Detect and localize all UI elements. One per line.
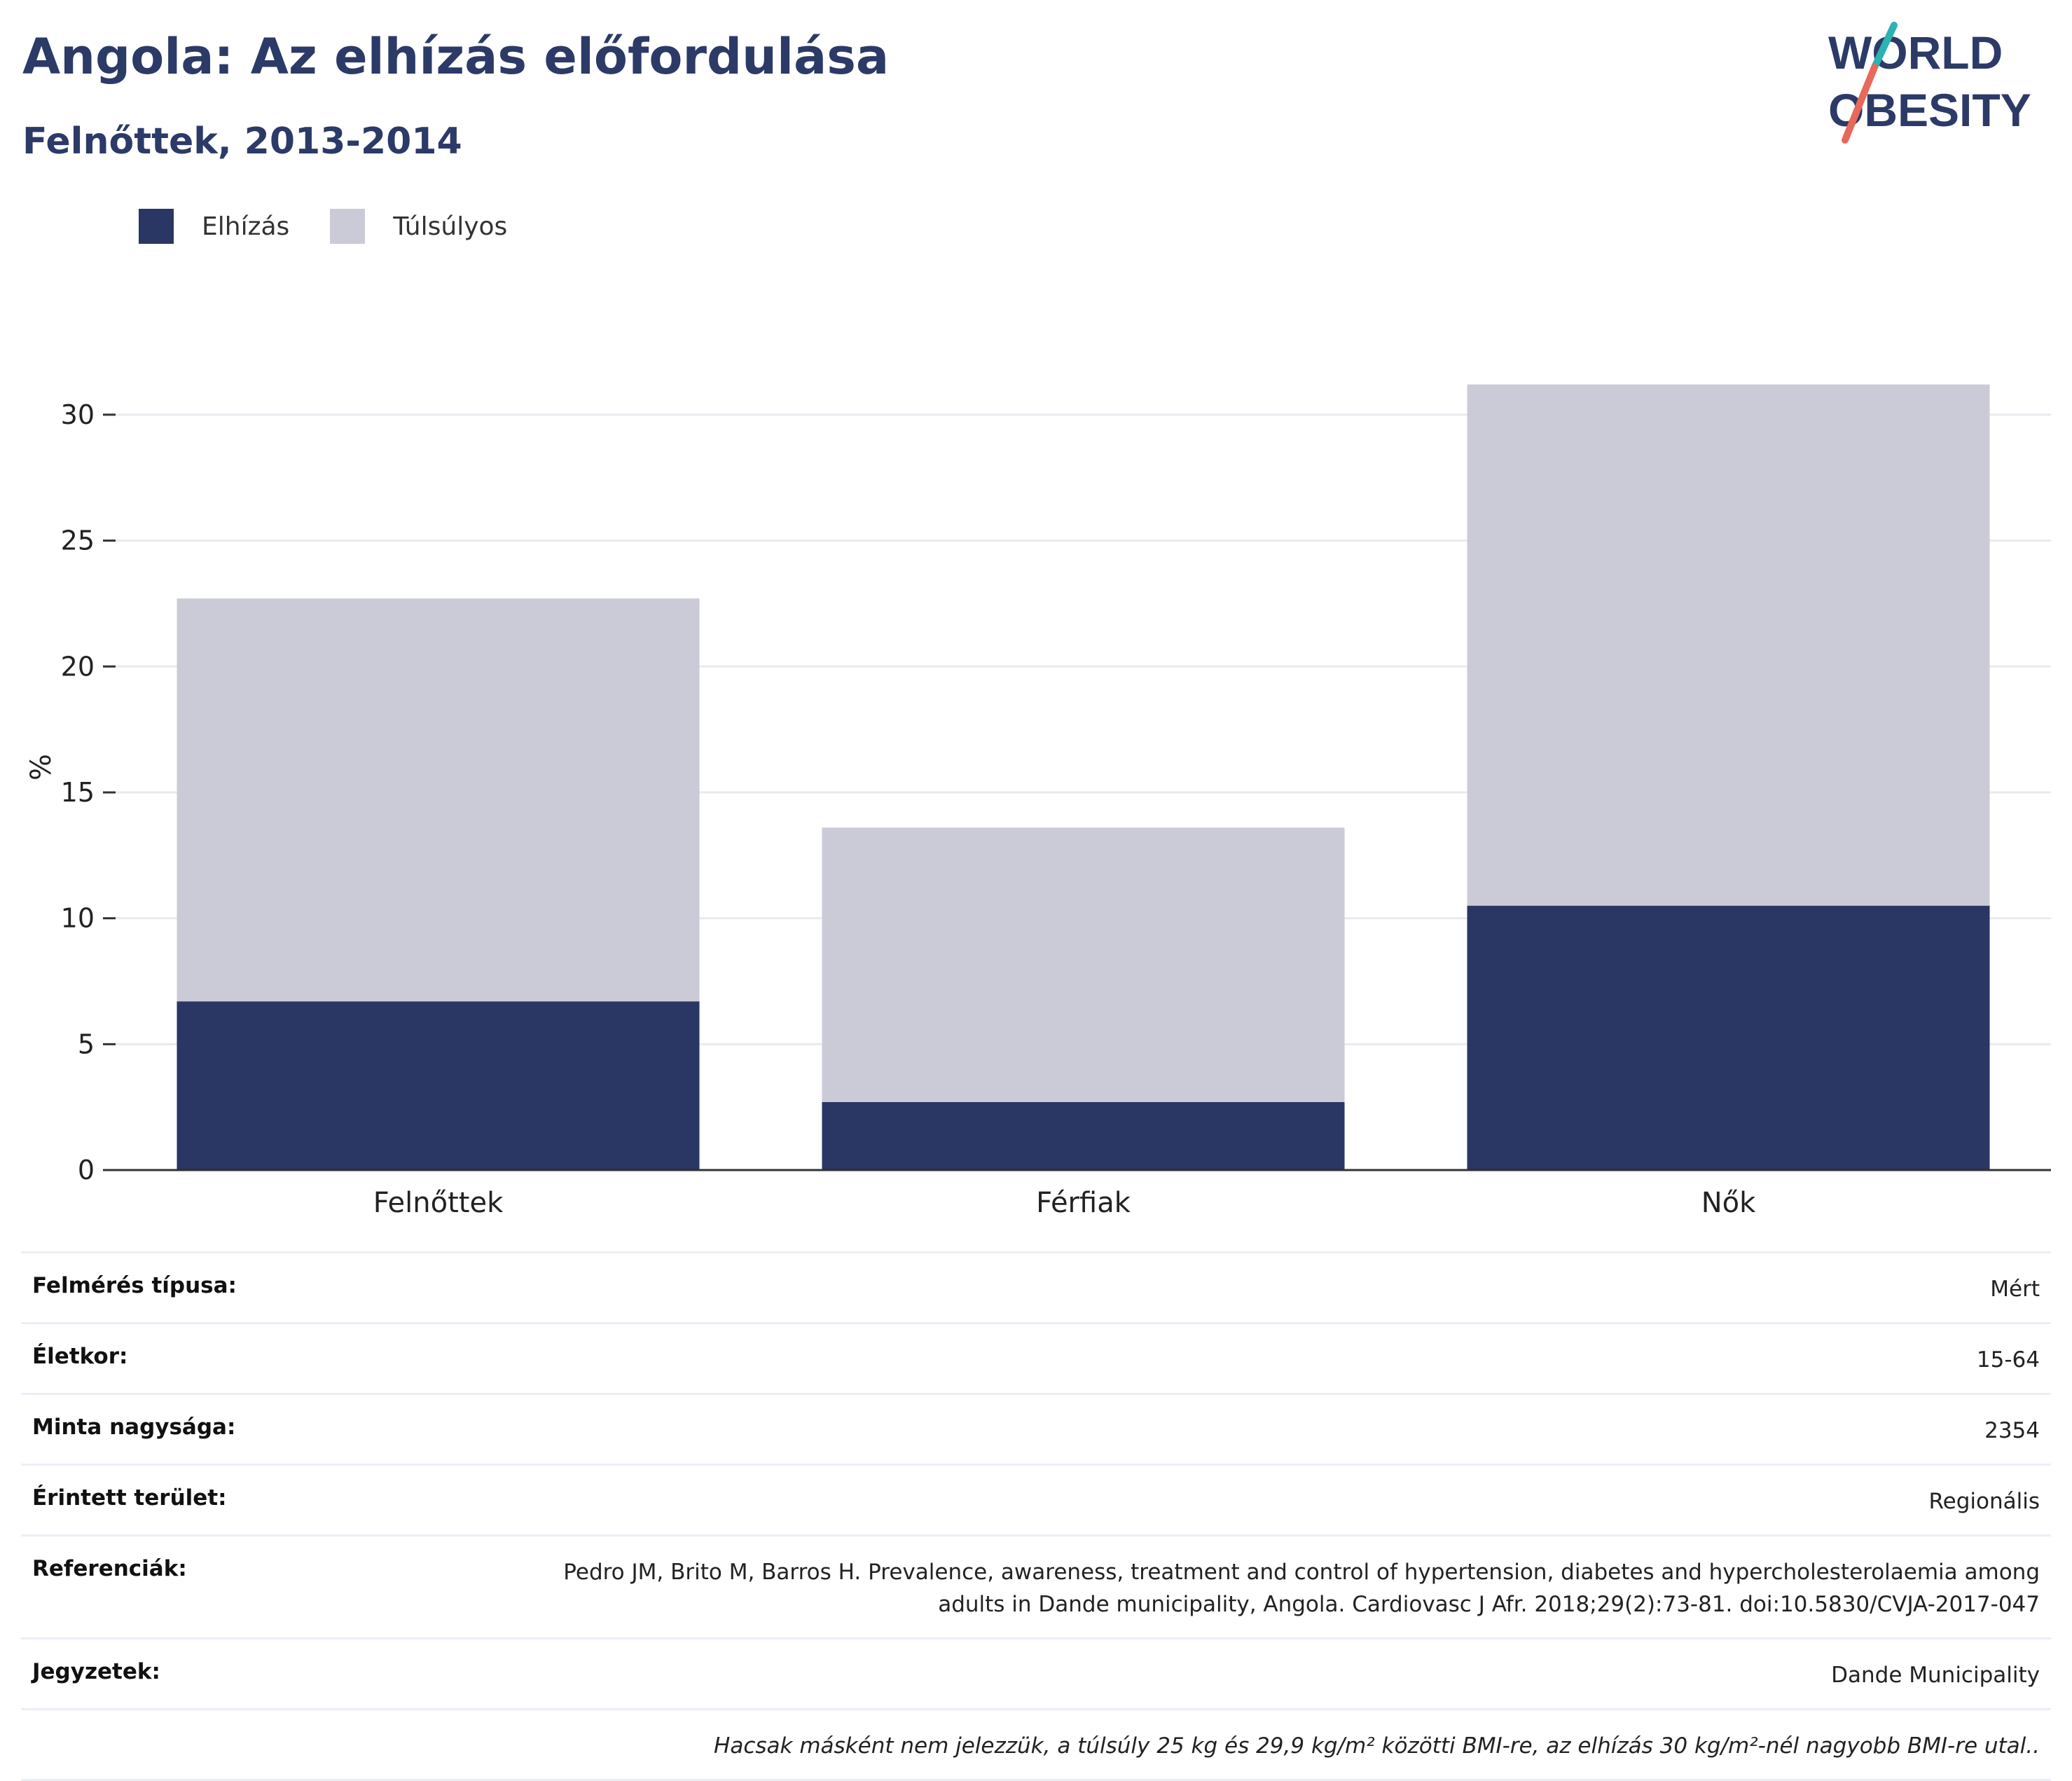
y-tick-label: 5 xyxy=(78,1029,95,1059)
x-tick-label: Nők xyxy=(1701,1187,1756,1219)
info-value: Dande Municipality xyxy=(1831,1663,2040,1688)
bars xyxy=(177,384,1990,1170)
info-table: Felmérés típusa: Mért Életkor: 15-64 Min… xyxy=(21,1251,2051,1781)
logo-slash-top xyxy=(1871,22,1898,71)
chart-title: Angola: Az elhízás előfordulása xyxy=(22,28,890,85)
info-row-area: Érintett terület: Regionális xyxy=(21,1466,2051,1536)
bar-elhizas xyxy=(1467,905,1990,1170)
legend-item-tulsulyos[interactable]: Túlsúlyos xyxy=(330,209,507,244)
bar-elhizas xyxy=(822,1101,1345,1170)
bar-tulsulyos xyxy=(177,598,700,1002)
x-tick-label: Felnőttek xyxy=(373,1187,504,1219)
bar-tulsulyos xyxy=(1467,384,1990,906)
chart-legend: Elhízás Túlsúlyos xyxy=(139,207,548,245)
legend-item-elhizas[interactable]: Elhízás xyxy=(139,209,289,244)
legend-label-tulsulyos: Túlsúlyos xyxy=(393,212,508,241)
stacked-bar-chart: 0 5 10 15 20 25 30 Felnőttek Férfiak Nők% xyxy=(25,384,2051,1219)
footnote-text: Hacsak másként nem jelezzük, a túlsúly 2… xyxy=(714,1733,2040,1759)
info-value: Regionális xyxy=(1928,1489,2040,1514)
info-row-references: Referenciák: Pedro JM, Brito M, Barros H… xyxy=(21,1536,2051,1639)
info-row-sample-size: Minta nagysága: 2354 xyxy=(21,1395,2051,1466)
info-row-notes: Jegyzetek: Dande Municipality xyxy=(21,1639,2051,1710)
y-tick-label: 15 xyxy=(61,777,95,808)
world-obesity-logo: WORLD OBESITY xyxy=(1828,22,2031,144)
chart-subtitle: Felnőttek, 2013-2014 xyxy=(22,121,462,163)
y-tick-label: 20 xyxy=(61,651,95,682)
info-value: 2354 xyxy=(1984,1418,2040,1443)
bar-tulsulyos xyxy=(822,827,1345,1102)
logo-slash-bottom xyxy=(1842,64,1878,144)
y-tick-label: 30 xyxy=(61,399,95,430)
logo-line1: WORLD xyxy=(1828,27,2003,78)
y-axis-title: % xyxy=(25,754,57,781)
axes xyxy=(103,413,2051,1171)
info-key: Referenciák: xyxy=(32,1556,187,1581)
x-tick-label: Férfiak xyxy=(1036,1187,1131,1219)
y-tick-label: 25 xyxy=(61,525,95,556)
info-key: Életkor: xyxy=(32,1344,128,1369)
info-key: Jegyzetek: xyxy=(32,1659,160,1684)
info-row-survey-type: Felmérés típusa: Mért xyxy=(21,1253,2051,1324)
bar-elhizas xyxy=(177,1001,700,1170)
info-key: Felmérés típusa: xyxy=(32,1273,237,1298)
info-value: 15-64 xyxy=(1976,1347,2040,1373)
info-key: Érintett terület: xyxy=(32,1485,227,1511)
y-tick-label: 10 xyxy=(61,903,95,934)
info-key: Minta nagysága: xyxy=(32,1415,236,1440)
y-tick-label: 0 xyxy=(78,1155,95,1185)
axis-labels: 0 5 10 15 20 25 30 Felnőttek Férfiak Nők% xyxy=(25,399,1756,1219)
legend-swatch-tulsulyos xyxy=(330,209,366,244)
legend-label-elhizas: Elhízás xyxy=(202,212,290,241)
info-row-age: Életkor: 15-64 xyxy=(21,1324,2051,1395)
info-footnote: Hacsak másként nem jelezzük, a túlsúly 2… xyxy=(21,1710,2051,1781)
info-value: Pedro JM, Brito M, Barros H. Prevalence,… xyxy=(563,1560,2040,1617)
info-value: Mért xyxy=(1990,1277,2040,1302)
legend-swatch-elhizas xyxy=(139,209,174,244)
